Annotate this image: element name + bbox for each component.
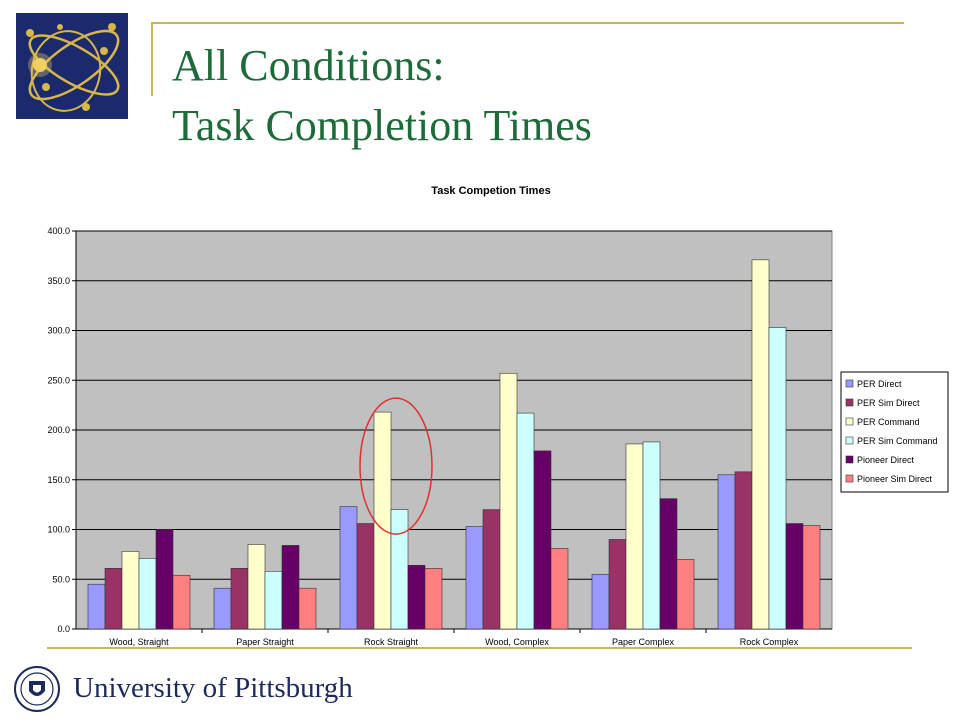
bar bbox=[802, 525, 821, 630]
bar bbox=[550, 548, 569, 630]
y-tick-label: 400.0 bbox=[47, 226, 70, 236]
y-tick-label: 50.0 bbox=[52, 574, 70, 584]
slide-title-line-2: Task Completion Times bbox=[172, 101, 592, 150]
bar bbox=[172, 574, 191, 630]
bar bbox=[625, 443, 644, 630]
bar bbox=[121, 551, 140, 630]
y-tick-label: 0.0 bbox=[57, 624, 70, 634]
atom-logo-icon bbox=[26, 23, 120, 112]
plot-area: 0.0 50.0 100.0 150.0 200.0 250.0 300.0 350.0 400… bbox=[47, 226, 833, 647]
y-tick-label: 100.0 bbox=[47, 525, 70, 535]
bar bbox=[591, 573, 610, 630]
x-tick-label: Wood, Straight bbox=[109, 637, 169, 647]
y-tick-label: 300.0 bbox=[47, 326, 70, 336]
bar bbox=[642, 441, 661, 630]
legend-label: PER Direct bbox=[857, 379, 902, 389]
legend-label: Pioneer Sim Direct bbox=[857, 474, 933, 484]
legend-label: PER Command bbox=[857, 417, 920, 427]
slide-title-line-1: All Conditions: bbox=[172, 41, 445, 90]
legend-label: Pioneer Direct bbox=[857, 455, 915, 465]
university-seal bbox=[13, 665, 61, 713]
bar bbox=[87, 583, 106, 630]
bar bbox=[751, 259, 770, 630]
bar bbox=[298, 587, 317, 630]
x-tick-label: Rock Straight bbox=[364, 637, 419, 647]
x-tick-label: Rock Complex bbox=[740, 637, 799, 647]
bar bbox=[138, 558, 157, 630]
chart-legend: PER Direct PER Sim Direct PER Command PER S… bbox=[840, 371, 949, 493]
bar bbox=[608, 539, 627, 630]
bar bbox=[247, 544, 266, 630]
x-tick-label: Wood, Complex bbox=[485, 637, 549, 647]
logo bbox=[16, 13, 128, 119]
bar bbox=[373, 411, 392, 630]
task-completion-chart: 0.0 50.0 100.0 150.0 200.0 250.0 300.0 350.0 400… bbox=[47, 185, 949, 647]
bar bbox=[407, 565, 426, 630]
legend-swatch bbox=[845, 474, 854, 483]
bar bbox=[281, 545, 300, 630]
bar bbox=[482, 509, 501, 630]
legend-swatch bbox=[845, 417, 854, 426]
legend-swatch bbox=[845, 455, 854, 464]
bar bbox=[768, 327, 787, 630]
bar bbox=[104, 568, 123, 630]
bar bbox=[717, 474, 736, 630]
y-tick-label: 150.0 bbox=[47, 475, 70, 485]
x-tick-label: Paper Complex bbox=[612, 637, 675, 647]
bar bbox=[339, 506, 358, 630]
chart-title: Task Competion Times bbox=[431, 185, 550, 197]
legend-label: PER Sim Command bbox=[857, 436, 938, 446]
bar bbox=[659, 498, 678, 630]
university-wordmark: University of Pittsburgh bbox=[73, 672, 353, 704]
bar bbox=[230, 568, 249, 630]
bar bbox=[356, 523, 375, 630]
bar bbox=[155, 529, 174, 630]
bar bbox=[499, 372, 518, 630]
bar bbox=[213, 587, 232, 630]
title-rule-horizontal bbox=[151, 22, 904, 24]
bar bbox=[785, 523, 804, 630]
bar bbox=[676, 559, 695, 630]
seal-icon bbox=[14, 666, 60, 712]
y-tick-label: 200.0 bbox=[47, 425, 70, 435]
legend-swatch bbox=[845, 436, 854, 445]
bar bbox=[516, 412, 535, 630]
chart-marks bbox=[87, 259, 821, 630]
legend-box bbox=[840, 371, 949, 493]
bar bbox=[424, 568, 443, 630]
title-rule-vertical bbox=[151, 22, 153, 96]
bar bbox=[734, 471, 753, 630]
bar bbox=[390, 509, 409, 630]
bar bbox=[465, 526, 484, 630]
legend-swatch bbox=[845, 379, 854, 388]
highlight-ellipse bbox=[359, 397, 433, 535]
x-tick-label: Paper Straight bbox=[236, 637, 294, 647]
y-tick-label: 250.0 bbox=[47, 375, 70, 385]
bar bbox=[264, 570, 283, 630]
footer-rule bbox=[47, 647, 912, 649]
legend-label: PER Sim Direct bbox=[857, 398, 920, 408]
legend-swatch bbox=[845, 398, 854, 407]
bar bbox=[533, 450, 552, 630]
y-tick-label: 350.0 bbox=[47, 276, 70, 286]
